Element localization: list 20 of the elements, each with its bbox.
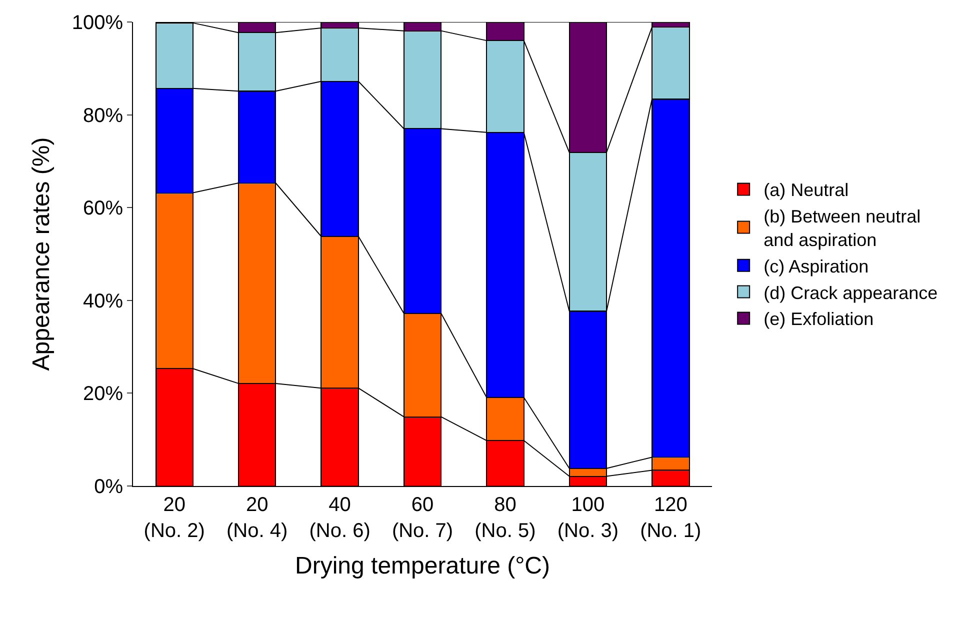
- legend-label: (b) Between neutral and aspiration: [764, 206, 921, 250]
- y-tick-label: 100%: [72, 12, 124, 34]
- x-tick-label: 100 (No. 3): [557, 494, 618, 542]
- legend-label: (c) Aspiration: [764, 256, 869, 276]
- x-tick-label: 80 (No. 5): [474, 494, 536, 542]
- x-tick-label: 120 (No. 1): [640, 494, 702, 542]
- y-tick-label: 60%: [82, 198, 124, 220]
- x-tick-label: 20 (No. 2): [144, 494, 205, 542]
- y-tick-label: 40%: [82, 290, 124, 312]
- x-tick-label: 20 (No. 4): [226, 494, 288, 542]
- legend-label: (d) Crack appearance: [764, 282, 938, 303]
- legend-label: (e) Exfoliation: [764, 309, 874, 330]
- x-tick-label: 60 (No. 7): [392, 494, 454, 542]
- x-axis-title: Drying temperature (°C): [295, 552, 550, 580]
- y-tick-label: 20%: [82, 383, 124, 406]
- x-tick-label: 40 (No. 6): [309, 494, 370, 542]
- legend-label: (a) Neutral: [764, 180, 849, 200]
- y-axis-title: Appearance rates (%): [28, 137, 55, 371]
- y-tick-label: 80%: [82, 104, 124, 127]
- y-tick-label: 0%: [94, 476, 124, 498]
